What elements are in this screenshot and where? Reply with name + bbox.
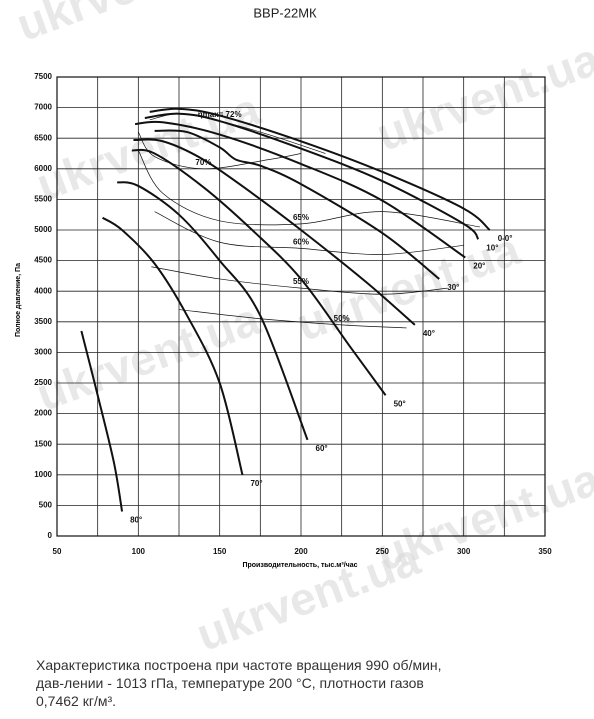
efficiency-label: 70% xyxy=(195,158,211,167)
efficiency-label: 65% xyxy=(293,213,309,222)
y-tick-label: 3500 xyxy=(34,317,52,326)
efficiency-curve xyxy=(154,211,464,255)
curve-label: 80° xyxy=(130,516,142,525)
efficiency-curve xyxy=(178,309,407,329)
y-tick-label: 2500 xyxy=(34,378,52,387)
blade-angle-curve xyxy=(149,107,491,231)
blade-angle-curve xyxy=(80,330,124,512)
watermark: ukrvent.ua xyxy=(370,32,594,161)
y-tick-label: 4500 xyxy=(34,256,52,265)
curve-label: 60° xyxy=(316,444,328,453)
plot-frame xyxy=(56,76,546,537)
watermark: ukrvent.ua xyxy=(290,222,527,351)
caption: Характеристика построена при частоте вра… xyxy=(36,656,576,710)
y-tick-label: 1000 xyxy=(34,470,52,479)
efficiency-curve xyxy=(138,131,302,170)
x-tick-label: 350 xyxy=(538,547,552,556)
y-tick-label: 2000 xyxy=(34,409,52,418)
efficiency-label: 50% xyxy=(334,314,350,323)
y-tick-label: 7500 xyxy=(34,72,52,81)
curve-label: 20° xyxy=(473,262,485,271)
y-tick-label: 6000 xyxy=(34,164,52,173)
y-tick-label: 1500 xyxy=(34,439,52,448)
curve-label: 0-0° xyxy=(498,234,513,243)
y-tick-label: 5000 xyxy=(34,225,52,234)
chart: ukrvent.ua ukrvent.ua ukrvent.ua ukrvent… xyxy=(10,0,594,661)
y-tick-label: 3000 xyxy=(34,348,52,357)
curve-label: 30° xyxy=(447,283,459,292)
x-tick-label: 50 xyxy=(53,547,62,556)
x-tick-label: 300 xyxy=(457,547,471,556)
x-tick-label: 100 xyxy=(132,547,146,556)
efficiency-curve xyxy=(151,266,448,295)
watermark: ukrvent.ua xyxy=(10,0,247,51)
blade-angle-curve xyxy=(117,181,309,441)
efficiency-curve xyxy=(138,150,480,228)
chart-title: ВВР-22МК xyxy=(253,5,317,20)
y-tick-label: 6500 xyxy=(34,133,52,142)
y-axis-label: Полное давление, Па xyxy=(15,263,22,337)
y-tick-label: 4000 xyxy=(34,286,52,295)
efficiency-curve xyxy=(149,113,326,154)
watermark: ukrvent.ua xyxy=(30,292,267,421)
y-tick-label: 500 xyxy=(39,501,53,510)
y-tick-label: 7000 xyxy=(34,103,52,112)
curve-label: 50° xyxy=(394,399,406,408)
caption-line: 0,7462 кг/м³. xyxy=(36,693,117,709)
caption-line: дав-лении - 1013 гПа, температуре 200 °С… xyxy=(36,675,424,691)
blade-angle-curve xyxy=(131,148,387,396)
x-tick-label: 150 xyxy=(213,547,227,556)
curve-label: 10° xyxy=(486,243,498,252)
y-tick-label: 5500 xyxy=(34,195,52,204)
efficiency-label: 60% xyxy=(293,237,309,246)
efficiency-label: ηmax= 72% xyxy=(198,110,242,119)
caption-line: Характеристика построена при частоте вра… xyxy=(36,657,442,673)
blade-angle-curve xyxy=(102,216,244,476)
x-tick-label: 250 xyxy=(376,547,390,556)
efficiency-label: 55% xyxy=(293,277,309,286)
curve-label: 40° xyxy=(423,329,435,338)
curve-label: 70° xyxy=(250,479,262,488)
blade-angle-curve xyxy=(154,129,440,280)
x-tick-label: 200 xyxy=(294,547,308,556)
blade-angle-curve xyxy=(133,138,416,326)
y-tick-label: 0 xyxy=(48,531,53,540)
x-axis-label: Производительность, тыс.м³/час xyxy=(242,562,357,569)
